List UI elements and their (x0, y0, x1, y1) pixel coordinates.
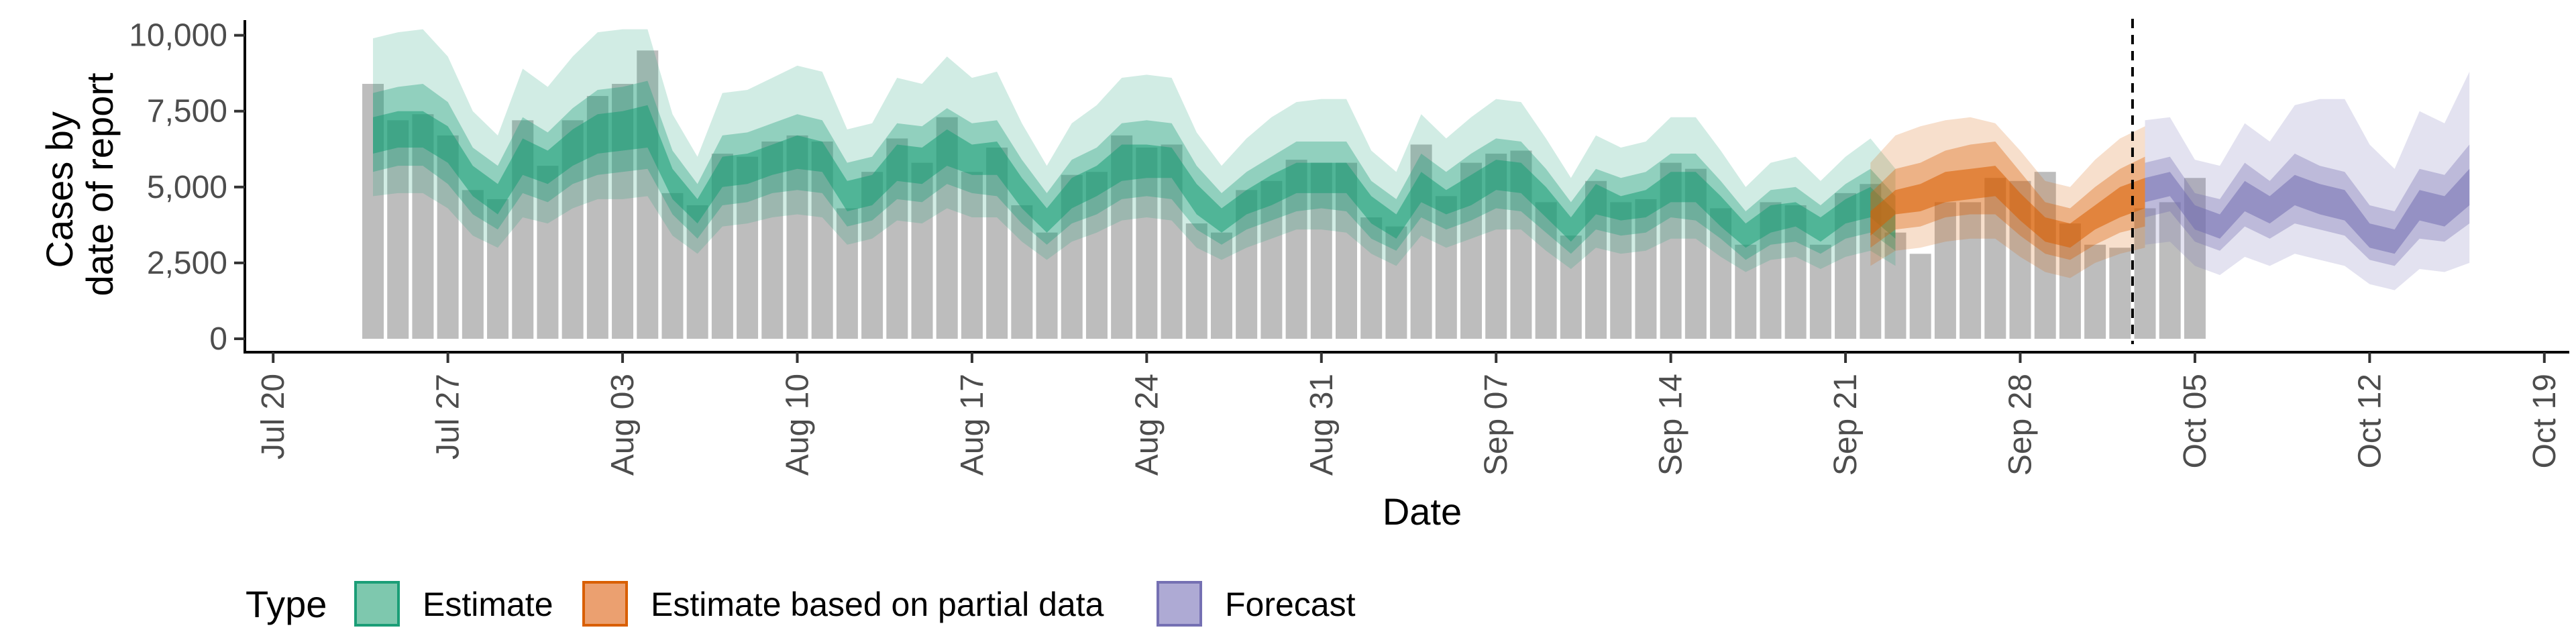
case-bar (2109, 248, 2131, 339)
case-bar (487, 199, 509, 339)
band-group (1870, 117, 2145, 278)
case-bar (1610, 202, 1632, 339)
legend-item: Forecast (1157, 581, 1356, 627)
legend-swatch (354, 581, 400, 627)
case-bar (1884, 232, 1907, 339)
y-tick-label: 7,500 (147, 94, 227, 129)
case-bar (1934, 202, 1956, 339)
bands-layer (373, 29, 2470, 290)
legend-label: Estimate based on partial data (651, 586, 1104, 623)
x-tick-label: Aug 24 (1129, 374, 1165, 476)
band-20 (373, 105, 1896, 248)
y-tick-label: 2,500 (147, 246, 227, 281)
case-bar (1385, 226, 1407, 339)
case-bar (1011, 205, 1033, 339)
x-tick-label: Jul 27 (431, 374, 466, 460)
case-bar (1210, 232, 1232, 339)
case-bar (462, 190, 484, 339)
x-tick-label: Aug 31 (1304, 374, 1340, 476)
case-bar (1535, 202, 1557, 339)
x-tick-label: Sep 07 (1479, 374, 1514, 476)
legend-label: Forecast (1225, 586, 1356, 623)
case-bar (1036, 232, 1058, 339)
case-bar (1085, 172, 1108, 339)
case-bar (1435, 196, 1457, 339)
case-bar (2134, 208, 2156, 339)
y-axis-title-line-1: Cases by (38, 111, 80, 268)
case-bar (1809, 244, 1831, 339)
x-tick-label: Oct 19 (2527, 374, 2563, 468)
band-group (2145, 71, 2470, 290)
band-20 (2145, 168, 2470, 254)
case-bar (1960, 202, 1982, 339)
case-bar (911, 162, 933, 339)
y-tick-label: 10,000 (129, 18, 227, 54)
y-axis-title: Cases by date of report (38, 72, 121, 297)
band-20 (1870, 166, 2145, 248)
case-bar (387, 120, 409, 339)
x-tick-label: Oct 05 (2178, 374, 2213, 468)
legend-items: Estimate Estimate based on partial data Fo… (354, 581, 1356, 627)
case-bar (836, 208, 858, 339)
x-tick-label: Jul 20 (256, 374, 291, 460)
y-tick-label: 5,000 (147, 170, 227, 205)
case-bar (686, 205, 708, 339)
legend-label: Estimate (423, 586, 553, 623)
case-bar (637, 50, 659, 339)
x-tick-label: Aug 17 (955, 374, 990, 476)
case-bar (737, 156, 759, 339)
legend-title: Type (246, 583, 327, 625)
axes-layer: 0 2,500 5,000 7,500 10,000 Jul 20 Jul 27 Aug 0… (129, 18, 2569, 476)
case-bar (1136, 148, 1158, 339)
x-tick-label: Sep 28 (2003, 374, 2039, 476)
x-tick-label: Oct 12 (2352, 374, 2387, 468)
case-bar (1360, 217, 1383, 339)
y-axis-title-line-2: date of report (78, 72, 121, 297)
x-axis-ticks: Jul 20 Jul 27 Aug 03 Aug 10 Aug 17 Aug 24 Aug … (256, 352, 2563, 476)
x-axis-title: Date (1383, 490, 1462, 533)
case-bar (537, 166, 559, 339)
case-bar (2159, 202, 2181, 339)
case-bar (1909, 254, 1931, 339)
band-group (373, 29, 1896, 272)
case-bar (2034, 172, 2056, 339)
case-bar (1984, 178, 2006, 339)
case-bar (1635, 199, 1657, 339)
case-bar (661, 193, 684, 339)
legend-swatch (582, 581, 628, 627)
x-tick-label: Aug 10 (780, 374, 815, 476)
x-tick-label: Aug 03 (605, 374, 641, 476)
x-tick-label: Sep 21 (1828, 374, 1864, 476)
case-bar (961, 172, 983, 339)
y-tick-label: 0 (209, 321, 227, 357)
y-axis-ticks: 0 2,500 5,000 7,500 10,000 (129, 18, 245, 357)
case-bar (1735, 244, 1757, 339)
case-bar (1185, 223, 1208, 339)
legend-item: Estimate (354, 581, 553, 627)
case-bar (2084, 244, 2106, 339)
case-bar (1560, 235, 1582, 339)
legend-swatch (1157, 581, 1202, 627)
legend-item: Estimate based on partial data (582, 581, 1104, 627)
x-tick-label: Sep 14 (1654, 374, 1689, 476)
legend: Type Estimate Estimate based on partial d… (246, 581, 1356, 627)
